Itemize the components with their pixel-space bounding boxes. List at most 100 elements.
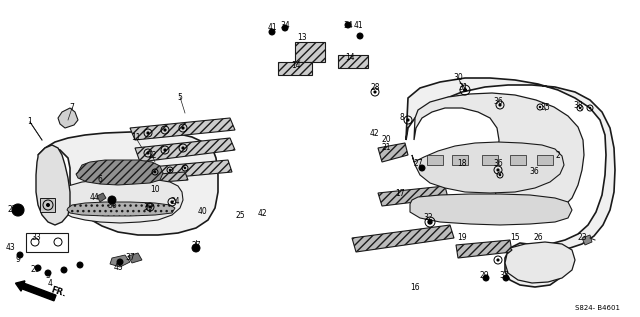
Polygon shape	[36, 145, 70, 225]
Text: 10: 10	[150, 185, 160, 195]
Polygon shape	[410, 194, 572, 225]
Circle shape	[45, 270, 51, 276]
Circle shape	[61, 267, 67, 273]
Text: 44: 44	[89, 193, 99, 203]
Circle shape	[17, 252, 23, 258]
Text: 1: 1	[28, 118, 33, 126]
Text: 41: 41	[353, 21, 363, 29]
Circle shape	[46, 203, 50, 207]
Circle shape	[169, 169, 172, 171]
Text: 29: 29	[30, 266, 40, 275]
Polygon shape	[513, 248, 560, 270]
Text: 22: 22	[7, 205, 17, 215]
Circle shape	[148, 205, 152, 209]
Polygon shape	[378, 186, 448, 206]
Polygon shape	[26, 233, 68, 252]
Circle shape	[154, 171, 156, 173]
Text: FR.: FR.	[50, 285, 68, 299]
Polygon shape	[352, 225, 454, 252]
Text: 33: 33	[31, 234, 41, 243]
Circle shape	[35, 265, 41, 271]
Polygon shape	[427, 155, 443, 165]
Text: 34: 34	[280, 21, 290, 29]
Text: 32: 32	[423, 214, 433, 223]
Text: 11: 11	[131, 133, 141, 143]
Polygon shape	[406, 78, 615, 287]
Text: 9: 9	[15, 255, 20, 263]
Circle shape	[77, 262, 83, 268]
Polygon shape	[458, 165, 490, 182]
Text: 12: 12	[147, 151, 157, 159]
Circle shape	[357, 33, 363, 39]
Text: 43: 43	[5, 243, 15, 253]
Text: 4: 4	[47, 280, 52, 288]
Circle shape	[184, 167, 186, 169]
Circle shape	[163, 148, 166, 152]
Circle shape	[12, 204, 24, 216]
Text: 21: 21	[381, 144, 391, 152]
Circle shape	[589, 107, 591, 109]
Polygon shape	[135, 138, 235, 162]
Text: 17: 17	[395, 189, 405, 197]
Polygon shape	[456, 240, 512, 258]
Polygon shape	[452, 155, 468, 165]
Text: 40: 40	[197, 208, 207, 217]
Polygon shape	[50, 179, 183, 223]
Text: 38: 38	[573, 100, 583, 109]
Circle shape	[147, 152, 150, 155]
Text: 36: 36	[493, 98, 503, 107]
Polygon shape	[128, 253, 142, 263]
Text: 19: 19	[457, 234, 467, 243]
Circle shape	[406, 119, 410, 122]
Text: 30: 30	[453, 74, 463, 82]
Circle shape	[192, 244, 200, 252]
Text: 34: 34	[343, 21, 353, 29]
Text: 24: 24	[170, 197, 180, 206]
Text: 20: 20	[381, 135, 391, 145]
Polygon shape	[378, 143, 408, 162]
Circle shape	[499, 174, 501, 176]
Polygon shape	[40, 198, 55, 212]
Circle shape	[117, 259, 123, 265]
Polygon shape	[414, 93, 584, 218]
Text: 8: 8	[399, 113, 404, 122]
Text: 29: 29	[479, 270, 489, 280]
Text: 25: 25	[235, 210, 245, 219]
Text: 26: 26	[533, 234, 543, 243]
Polygon shape	[412, 142, 564, 193]
Text: 2: 2	[556, 151, 561, 159]
Circle shape	[181, 146, 184, 150]
Polygon shape	[67, 202, 175, 216]
Text: 3: 3	[45, 271, 51, 281]
Polygon shape	[76, 160, 163, 185]
Text: 23: 23	[577, 234, 587, 243]
Circle shape	[497, 168, 500, 171]
Text: 35: 35	[540, 103, 550, 113]
Polygon shape	[108, 172, 188, 186]
Polygon shape	[338, 55, 368, 68]
Circle shape	[428, 220, 432, 224]
Text: 39: 39	[143, 204, 153, 212]
Text: 27: 27	[413, 159, 423, 169]
Polygon shape	[97, 193, 106, 202]
Circle shape	[108, 196, 116, 204]
Circle shape	[163, 128, 166, 132]
Text: 42: 42	[369, 130, 379, 139]
Circle shape	[282, 25, 288, 31]
Text: 37: 37	[125, 253, 135, 262]
Circle shape	[483, 275, 489, 281]
Circle shape	[499, 103, 502, 107]
Text: 14: 14	[345, 54, 355, 62]
Polygon shape	[510, 155, 526, 165]
Circle shape	[170, 200, 173, 204]
Polygon shape	[130, 118, 235, 140]
FancyArrow shape	[15, 281, 56, 301]
Circle shape	[497, 258, 500, 262]
Circle shape	[503, 275, 509, 281]
Circle shape	[419, 165, 425, 171]
Polygon shape	[537, 155, 553, 165]
Polygon shape	[38, 132, 218, 235]
Text: 27: 27	[191, 242, 201, 250]
Text: 15: 15	[510, 234, 520, 243]
Text: 37: 37	[499, 270, 509, 280]
